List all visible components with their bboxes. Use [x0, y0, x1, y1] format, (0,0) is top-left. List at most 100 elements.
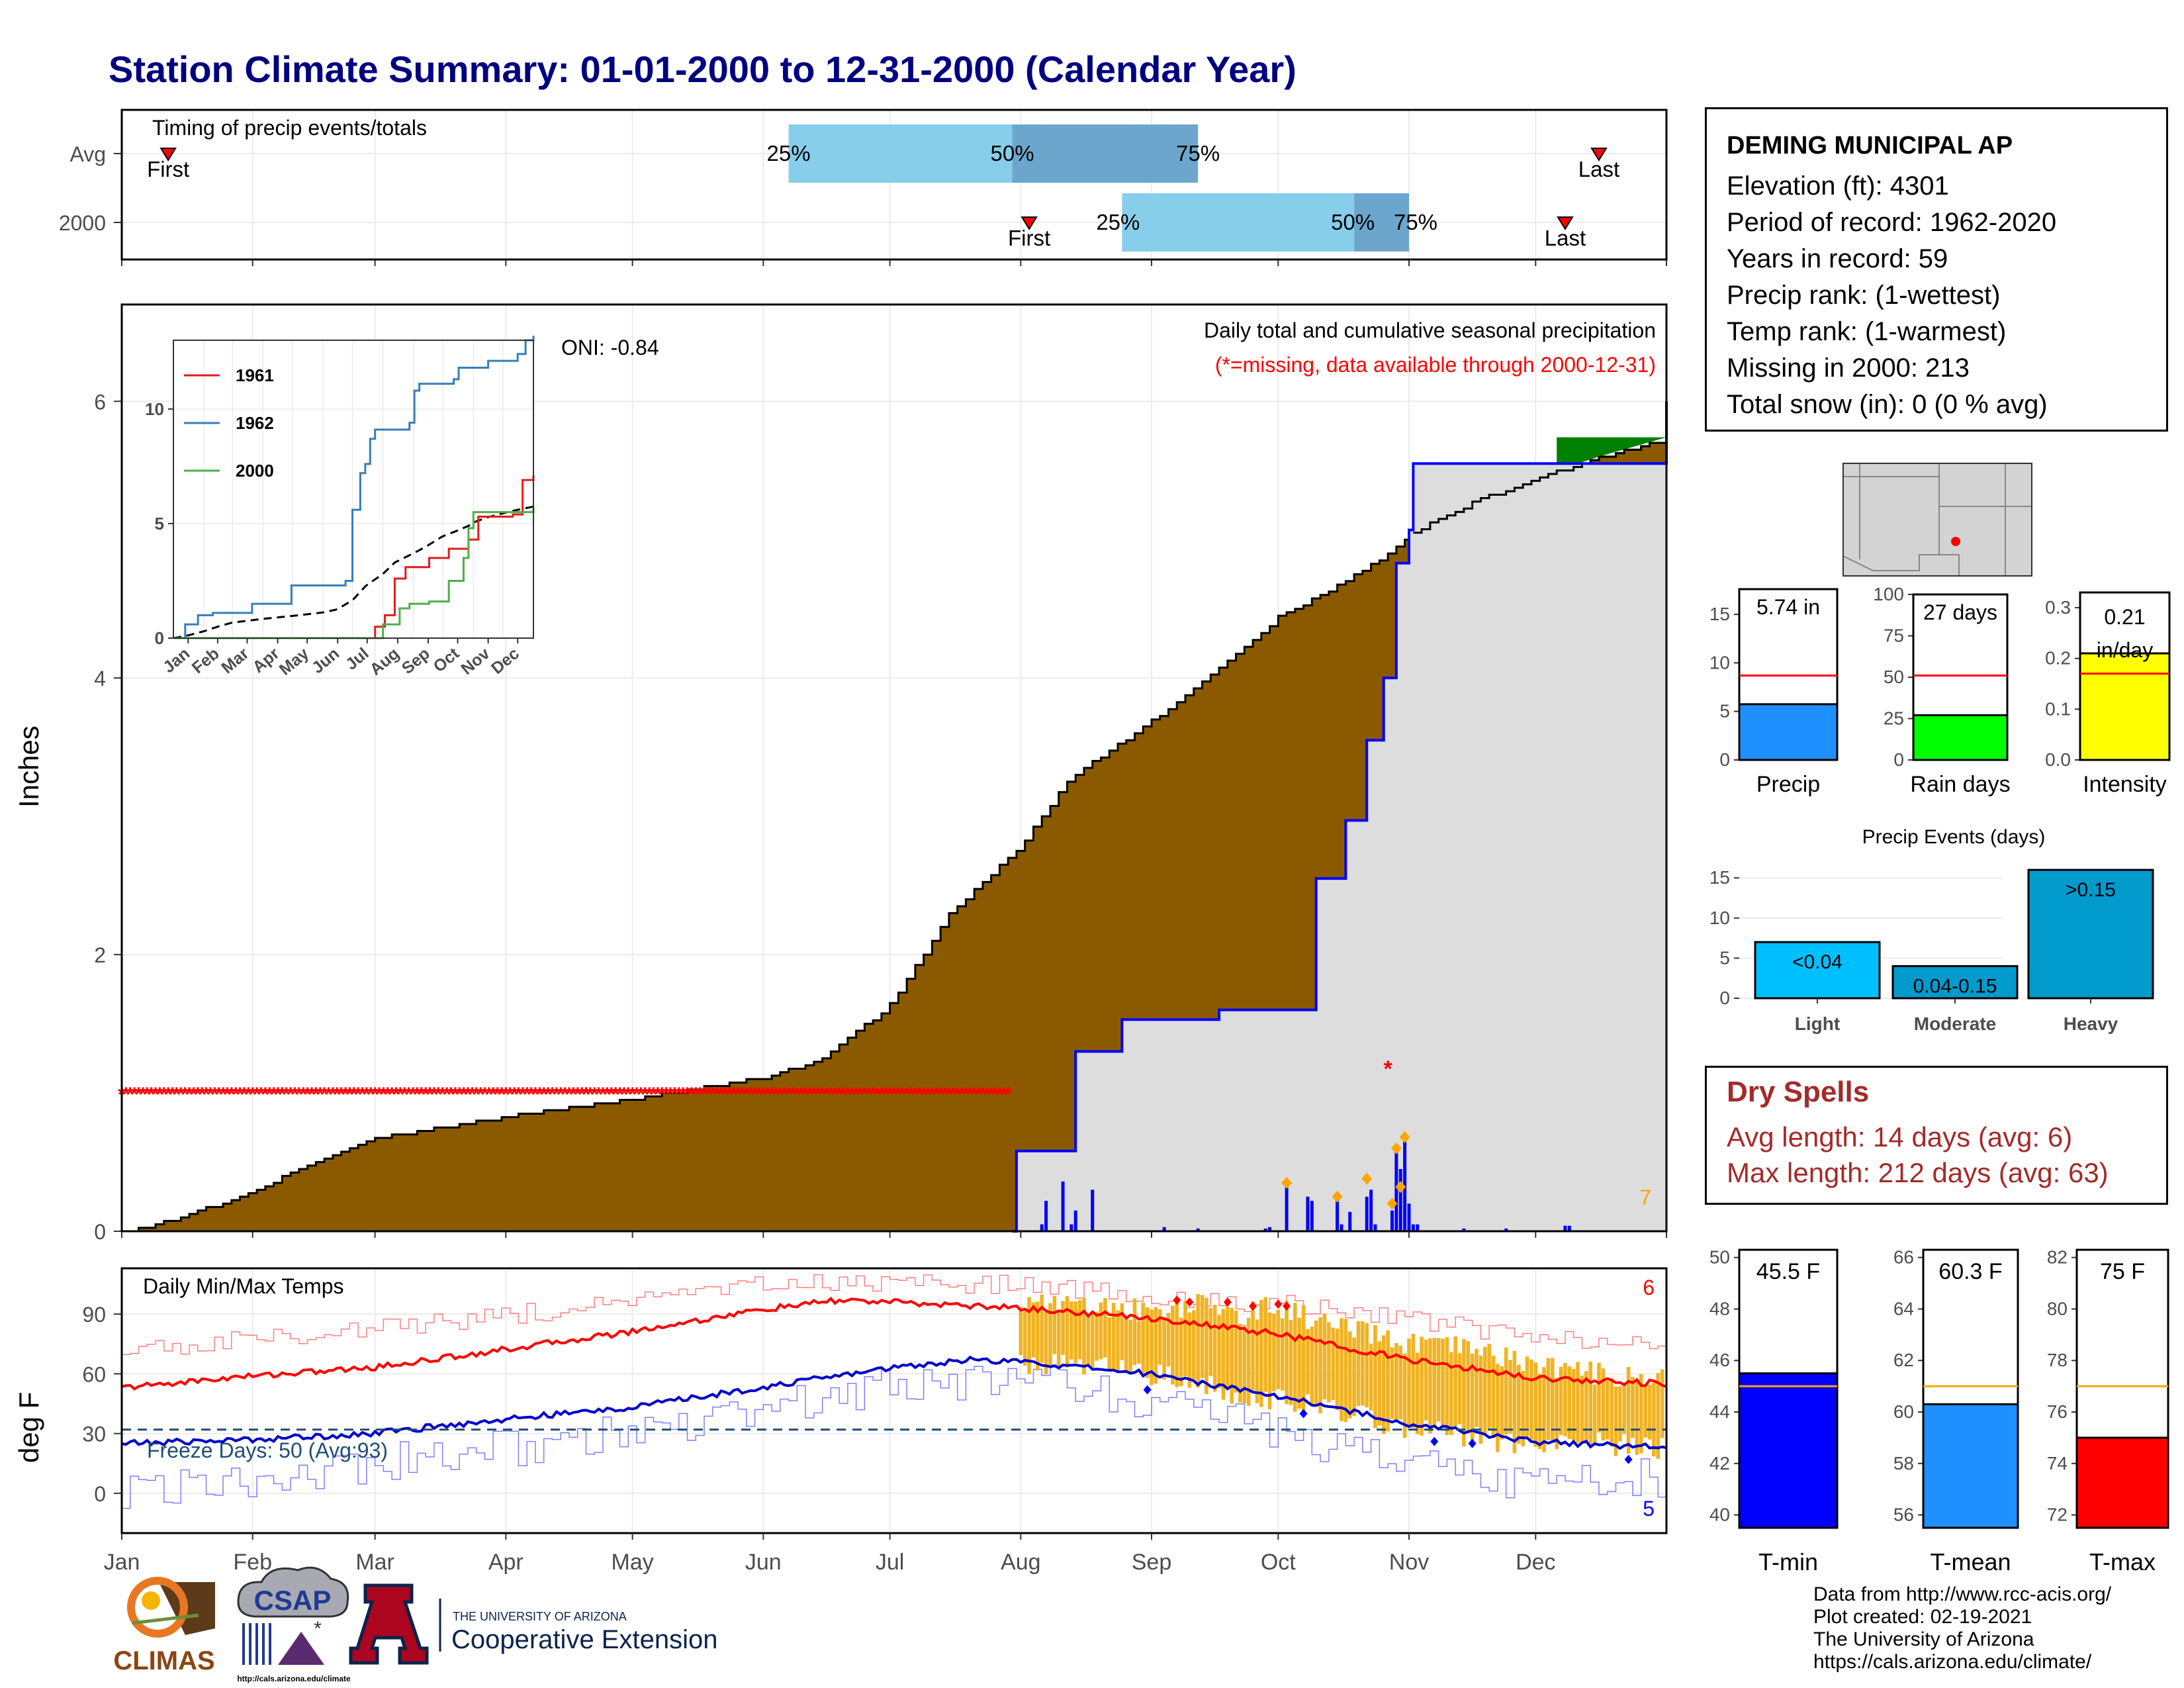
- missing-day-marker: *: [274, 1084, 282, 1105]
- heavy-event-marker: [1332, 1190, 1343, 1203]
- daily-temp-range-bar: [1120, 1303, 1124, 1360]
- daily-temp-range-bar: [1449, 1352, 1453, 1435]
- year2000-last-label: Last: [1545, 226, 1586, 250]
- missing-day-marker: *: [468, 1084, 476, 1105]
- daily-temp-range-bar: [1546, 1358, 1551, 1440]
- month-label: Sep: [1132, 1550, 1172, 1575]
- daily-temp-range-bar: [1605, 1380, 1610, 1440]
- missing-day-marker: *: [350, 1084, 358, 1105]
- missing-day-marker: *: [641, 1084, 649, 1105]
- temp-bar-ytick-label: 44: [1709, 1401, 1730, 1422]
- missing-day-marker: *: [814, 1084, 822, 1105]
- daily-temp-range-bar: [1551, 1358, 1555, 1440]
- daily-temp-range-bar: [1124, 1317, 1128, 1374]
- missing-day-marker: *: [958, 1084, 966, 1105]
- daily-temp-range-bar: [1626, 1367, 1631, 1454]
- avg-first-label: First: [147, 157, 189, 181]
- daily-temp-range-bar: [1386, 1330, 1390, 1432]
- daily-temp-range-bar: [1086, 1315, 1091, 1366]
- daily-temp-range-bar: [1221, 1309, 1226, 1400]
- missing-day-marker: *: [797, 1084, 805, 1105]
- missing-day-marker: *: [240, 1084, 248, 1105]
- summary-ytick-label: 50: [1884, 667, 1904, 687]
- daily-temp-range-bar: [1052, 1295, 1057, 1354]
- temp-bar-t-min: [1738, 1372, 1839, 1529]
- observed-cumulative-line: [1012, 437, 1668, 1233]
- missing-day-marker: *: [236, 1084, 244, 1105]
- daily-temp-range-bar: [1394, 1342, 1398, 1421]
- daily-temp-range-bar: [1090, 1312, 1095, 1368]
- missing-day-marker: *: [540, 1084, 548, 1105]
- daily-temp-range-bar: [1533, 1362, 1538, 1447]
- daily-precip-bar: [1162, 1227, 1166, 1231]
- daily-temp-range-bar: [1318, 1317, 1322, 1414]
- events-ytick-label: 15: [1709, 867, 1730, 888]
- daily-temp-range-bar: [1432, 1338, 1437, 1426]
- missing-day-marker: *: [418, 1084, 426, 1105]
- missing-day-marker: *: [544, 1084, 552, 1105]
- daily-temp-range-bar: [1238, 1323, 1242, 1403]
- summary-ytick-label: 0.1: [2045, 698, 2071, 719]
- missing-day-marker: *: [203, 1084, 210, 1105]
- precip-event-bar-label: 0.04-0.15: [1913, 976, 1997, 998]
- daily-temp-range-bar: [1314, 1320, 1318, 1405]
- avg-last-label: Last: [1578, 157, 1619, 181]
- missing-day-marker: *: [253, 1084, 261, 1105]
- year2000-iqr-upper-bar: [1354, 193, 1409, 252]
- inset-panel: 1961196220000510JanFebMarAprMayJunJulAug…: [145, 336, 535, 679]
- month-axis: Jan Feb Mar Apr May Jun Jul Aug Sep Oct Nov Dec: [104, 1533, 1556, 1575]
- missing-day-marker: *: [616, 1084, 624, 1105]
- daily-precip-bar: [1403, 1137, 1407, 1231]
- missing-day-marker: *: [705, 1084, 713, 1105]
- daily-temp-range-bar: [1036, 1301, 1040, 1371]
- missing-day-marker: *: [464, 1084, 472, 1105]
- daily-temp-range-bar: [1420, 1336, 1424, 1436]
- daily-temp-range-bar: [1343, 1319, 1348, 1423]
- temp-ytick-label: 30: [82, 1423, 106, 1446]
- month-label: Aug: [1001, 1550, 1041, 1575]
- missing-day-marker: *: [874, 1084, 882, 1105]
- summary-value-label: 0.21: [2104, 605, 2145, 629]
- missing-day-marker: *: [392, 1084, 400, 1105]
- station-temp-rank: Temp rank: (1-warmest): [1727, 317, 2007, 346]
- daily-temp-range-bar: [1267, 1312, 1272, 1410]
- missing-day-marker: *: [519, 1084, 527, 1105]
- inset-ytick-label: 10: [145, 399, 164, 419]
- missing-day-marker: *: [945, 1084, 953, 1105]
- daily-temp-range-bar: [1584, 1371, 1588, 1444]
- daily-temp-range-bar: [1293, 1303, 1297, 1412]
- missing-day-marker: *: [599, 1084, 607, 1105]
- missing-day-marker: *: [970, 1084, 978, 1105]
- precip-event-category: Heavy: [2064, 1013, 2118, 1034]
- daily-temp-range-bar: [1479, 1355, 1483, 1444]
- month-label: Jul: [876, 1550, 904, 1575]
- missing-day-marker: *: [844, 1084, 852, 1105]
- freeze-days-label: Freeze Days: 50 (Avg:93): [147, 1438, 388, 1462]
- temp-bar-ytick-label: 64: [1893, 1298, 1914, 1319]
- missing-day-marker: *: [439, 1084, 447, 1105]
- max-count-label: 6: [1643, 1276, 1655, 1299]
- missing-day-marker: *: [224, 1084, 232, 1105]
- daily-temp-range-bar: [1255, 1319, 1259, 1403]
- timing-header: Timing of precip events/totals: [152, 116, 427, 140]
- daily-temp-range-bar: [1335, 1329, 1340, 1411]
- missing-day-marker: *: [451, 1084, 459, 1105]
- daily-temp-range-bar: [1095, 1311, 1099, 1361]
- temp-bar-ytick-label: 40: [1709, 1505, 1730, 1525]
- missing-day-marker: *: [553, 1084, 561, 1105]
- daily-temp-range-bar: [1453, 1336, 1457, 1427]
- missing-day-marker: *: [996, 1084, 1004, 1105]
- missing-day-marker: *: [721, 1084, 729, 1105]
- daily-temp-range-bar: [1580, 1376, 1584, 1443]
- missing-day-marker: *: [338, 1084, 345, 1105]
- precip-ytick-label: 4: [94, 667, 106, 690]
- missing-day-marker: *: [679, 1084, 687, 1105]
- daily-temp-range-bar: [1056, 1311, 1061, 1369]
- daily-temp-range-bar: [1491, 1355, 1496, 1438]
- daily-temp-range-bar: [1407, 1338, 1411, 1427]
- station-snow: Total snow (in): 0 (0 % avg): [1727, 390, 2048, 419]
- missing-day-marker: *: [477, 1084, 484, 1105]
- daily-temp-range-bar: [1103, 1297, 1107, 1358]
- missing-day-marker: *: [840, 1084, 848, 1105]
- daily-temp-range-bar: [1077, 1300, 1082, 1360]
